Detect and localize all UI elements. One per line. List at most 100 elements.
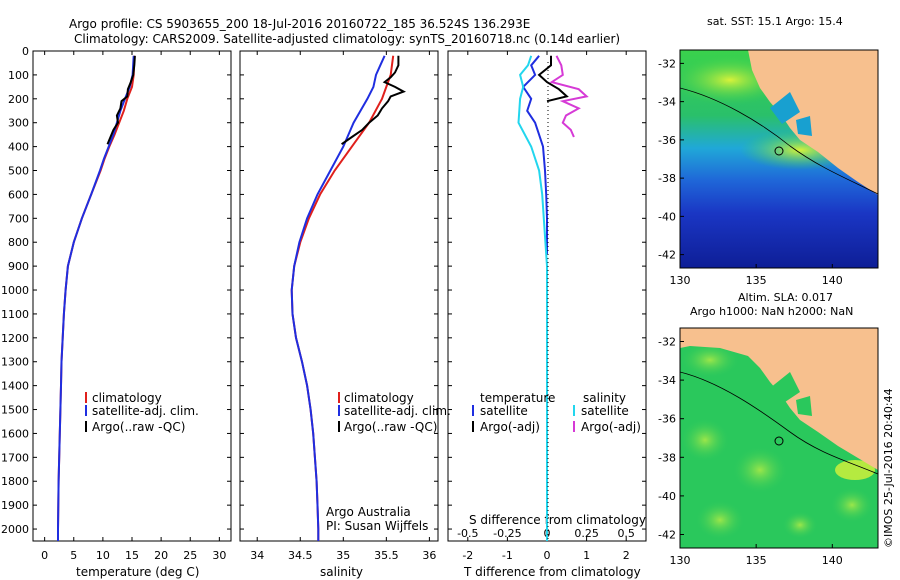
lat-tick-label: -34 (658, 96, 676, 109)
legend-satellite: satellite-adj. clim. (92, 404, 199, 418)
x-tick-label: 15 (125, 549, 139, 562)
depth-tick-label: 200 (8, 93, 29, 106)
lon-tick-label: 135 (746, 554, 767, 567)
series-t-satellite (521, 55, 548, 255)
lon-tick-label: 130 (670, 274, 691, 287)
lat-tick-label: -38 (658, 172, 676, 185)
sla-patch-5 (782, 511, 818, 539)
salinity-x-axis: 34 34.5 35 35.5 36 (250, 51, 436, 562)
sst-map-axes: -32 -34 -36 -38 -40 -42 130 135 140 (658, 57, 843, 287)
depth-tick-label: 1000 (1, 284, 29, 297)
salinity-xlabel: salinity (320, 565, 363, 579)
diff-legend-s-satellite: satellite (581, 404, 629, 418)
lon-tick-label: 140 (822, 554, 843, 567)
sla-shelf-contour (680, 371, 878, 475)
series-s-argo-adj- (549, 55, 589, 138)
diff-legend-temperature: temperature (480, 391, 555, 405)
temperature-x-axis: 0 5 10 15 20 25 30 (41, 51, 226, 562)
x-tick-label: 30 (212, 549, 226, 562)
sla-patch-1 (680, 342, 740, 378)
s-legend-argo: Argo(..raw -QC) (344, 420, 437, 434)
depth-tick-label: 800 (8, 236, 29, 249)
depth-tick-label: 900 (8, 260, 29, 273)
sla-land (680, 328, 878, 470)
depth-tick-label: 1700 (1, 451, 29, 464)
series-t-argo-adj- (537, 55, 569, 103)
sla-map-axes: -32 -34 -36 -38 -40 -42 130 135 140 (658, 336, 843, 567)
x-top-tick-label: -0.5 (457, 527, 478, 540)
sla-argo-location (774, 436, 784, 446)
title-line-2: Climatology: CARS2009. Satellite-adjuste… (74, 32, 620, 46)
x-tick-label: 25 (183, 549, 197, 562)
x-top-tick-label: 0.25 (574, 527, 599, 540)
depth-tick-label: 1800 (1, 475, 29, 488)
x-top-tick-label: 0.5 (617, 527, 635, 540)
credit-line-1: Argo Australia (326, 505, 411, 519)
lat-tick-label: -42 (658, 528, 676, 541)
lat-tick-label: -36 (658, 134, 676, 147)
sla-patch-4 (695, 500, 745, 540)
sla-map-frame (679, 327, 879, 549)
x-tick-label: 34.5 (288, 549, 313, 562)
sla-patch-7 (835, 460, 875, 480)
difference-xlabel-top: S difference from climatology (469, 513, 646, 527)
x-tick-label: 20 (154, 549, 168, 562)
diff-legend-t-satellite: satellite (480, 404, 528, 418)
x-tick-label: 10 (96, 549, 110, 562)
depth-tick-label: 400 (8, 141, 29, 154)
x-tick-label: -1 (502, 549, 513, 562)
depth-tick-label: 1100 (1, 308, 29, 321)
lat-tick-label: -42 (658, 249, 676, 262)
series-climatology (57, 55, 136, 541)
sst-argo-location (774, 146, 784, 156)
x-tick-label: 2 (623, 549, 630, 562)
x-tick-label: 1 (583, 549, 590, 562)
sla-spencer-gulf (770, 372, 800, 404)
series-satellite-adj-clim- (290, 55, 386, 541)
x-tick-label: 0 (544, 549, 551, 562)
lat-tick-label: -40 (658, 490, 676, 503)
lat-tick-label: -32 (658, 57, 676, 70)
lat-tick-label: -38 (658, 451, 676, 464)
sla-patch-2 (680, 418, 730, 462)
series-satellite-adj-clim- (57, 55, 135, 541)
sst-shelf-contour (680, 87, 878, 195)
series-climatology (290, 55, 395, 541)
legend-argo: Argo(..raw -QC) (92, 420, 185, 434)
spencer-gulf (770, 92, 800, 124)
diff-legend-s-argo: Argo(-adj) (581, 420, 641, 434)
x-tick-label: 34 (250, 549, 264, 562)
x-tick-label: 0 (41, 549, 48, 562)
diff-legend-t-argo: Argo(-adj) (480, 420, 540, 434)
lon-tick-label: 135 (746, 274, 767, 287)
lon-tick-label: 130 (670, 554, 691, 567)
depth-tick-label: 1900 (1, 499, 29, 512)
difference-series (517, 55, 589, 541)
series-argo-raw-qc- (106, 55, 136, 145)
depth-tick-label: 1300 (1, 356, 29, 369)
lat-tick-label: -32 (658, 336, 676, 349)
salinity-series (290, 55, 407, 541)
lat-tick-label: -34 (658, 374, 676, 387)
depth-tick-label: 0 (22, 45, 29, 58)
difference-xlabel: T difference from climatology (463, 565, 641, 579)
s-legend-climatology: climatology (344, 391, 414, 405)
s-legend-satellite: satellite-adj. clim. (344, 404, 451, 418)
sst-map-frame (679, 49, 879, 269)
gulf-st-vincent (796, 116, 812, 136)
depth-axis: 0 100 200 300 400 500 600 700 800 900 1000 1100 1200… (1, 45, 646, 536)
temperature-xlabel: temperature (deg C) (76, 565, 199, 579)
temperature-series (57, 55, 136, 541)
title-line-1: Argo profile: CS 5903655_200 18-Jul-2016… (69, 17, 530, 31)
x-tick-label: 35 (336, 549, 350, 562)
x-tick-label: -2 (462, 549, 473, 562)
credit-line-2: PI: Susan Wijffels (326, 519, 428, 533)
depth-tick-label: 1400 (1, 380, 29, 393)
depth-tick-label: 1200 (1, 332, 29, 345)
x-top-tick-label: -0.25 (493, 527, 521, 540)
x-tick-label: 35.5 (374, 549, 399, 562)
x-tick-label: 5 (70, 549, 77, 562)
salinity-legend: climatology satellite-adj. clim. Argo(..… (338, 391, 451, 434)
